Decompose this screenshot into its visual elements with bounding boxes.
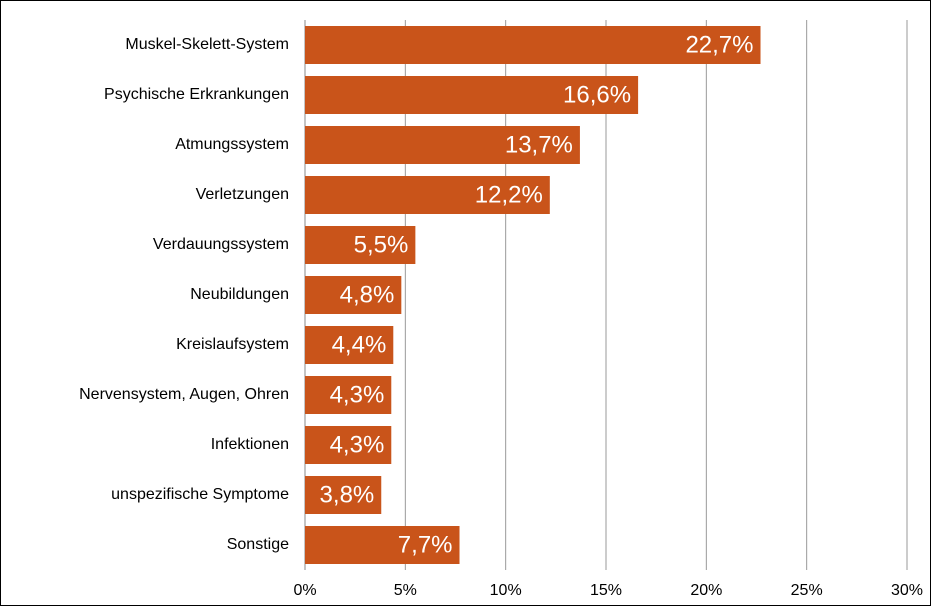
y-tick-label: Nervensystem, Augen, Ohren (79, 386, 289, 403)
value-label: 16,6% (563, 81, 631, 108)
value-label: 4,4% (332, 331, 387, 358)
value-label: 3,8% (320, 481, 375, 508)
bar (305, 426, 392, 464)
y-tick-label: Muskel-Skelett-System (125, 36, 289, 53)
value-label: 4,3% (330, 381, 385, 408)
x-tick-label: 10% (490, 582, 522, 599)
value-label: 5,5% (354, 231, 409, 258)
bar (305, 476, 382, 514)
y-tick-label: unspezifische Symptome (111, 486, 289, 503)
value-label: 13,7% (505, 131, 573, 158)
value-label: 4,3% (330, 431, 385, 458)
y-tick-label: Neubildungen (190, 286, 289, 303)
bar (305, 226, 416, 264)
y-tick-label: Atmungssystem (175, 136, 289, 153)
y-tick-label: Sonstige (227, 536, 289, 553)
bar (305, 376, 392, 414)
x-tick-label: 20% (690, 582, 722, 599)
bar (305, 176, 550, 214)
y-tick-label: Verletzungen (196, 186, 289, 203)
x-tick-label: 25% (791, 582, 823, 599)
y-tick-label: Verdauungssystem (153, 236, 289, 253)
bar (305, 326, 394, 364)
x-tick-label: 0% (293, 582, 316, 599)
y-tick-label: Kreislaufsystem (176, 336, 289, 353)
bar (305, 276, 402, 314)
bar (305, 526, 460, 564)
value-label: 12,2% (475, 181, 543, 208)
value-label: 22,7% (685, 31, 753, 58)
y-tick-label: Infektionen (211, 436, 289, 453)
value-label: 7,7% (398, 531, 453, 558)
value-label: 4,8% (340, 281, 395, 308)
y-tick-label: Psychische Erkrankungen (104, 86, 289, 103)
x-tick-label: 30% (891, 582, 923, 599)
bar (305, 76, 639, 114)
bar (305, 26, 761, 64)
x-tick-label: 15% (590, 582, 622, 599)
x-tick-label: 5% (394, 582, 417, 599)
bar (305, 126, 580, 164)
